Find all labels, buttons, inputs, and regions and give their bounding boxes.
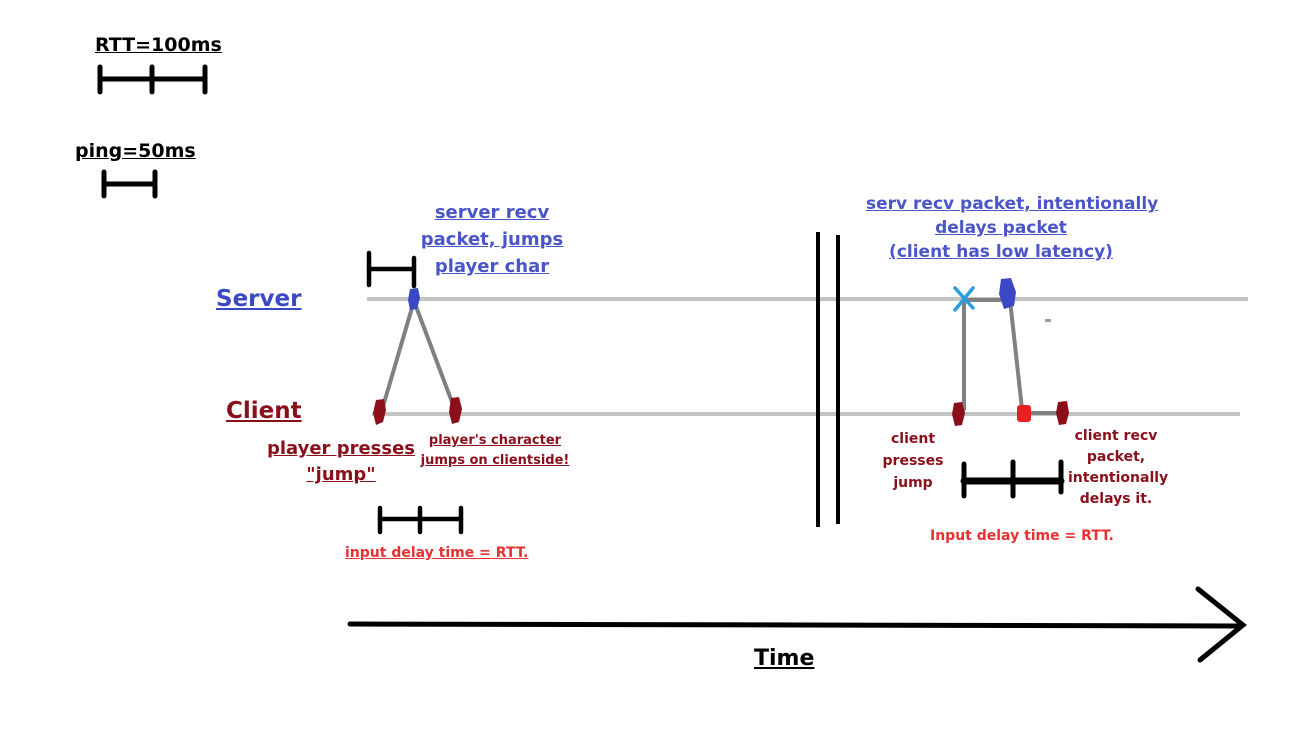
- server-delay-start-marker: [953, 286, 975, 312]
- time-axis-arrow: [347, 586, 1247, 663]
- server-recv-note: server recv packet, jumps player char: [408, 199, 576, 280]
- client-recv-note-line: client recv: [1074, 428, 1158, 444]
- right-server-recv-note-line: serv recv packet, intentionally: [866, 194, 1159, 214]
- right-client-press-note-line: client: [890, 431, 936, 447]
- server-recv-note-line: player char: [434, 256, 550, 277]
- server-recv-note-line: server recv: [434, 202, 550, 223]
- server-recv-note-line: packet, jumps: [420, 229, 564, 250]
- rtt-legend-label: RTT=100ms: [95, 34, 222, 56]
- left-packet-lines: [380, 299, 457, 412]
- player-press-note-line: "jump": [306, 464, 376, 485]
- right-client-press-note-line: jump: [893, 475, 933, 491]
- right-server-recv-marker: [999, 278, 1016, 309]
- client-jump-note: player's character jumps on clientside!: [412, 431, 578, 471]
- right-input-delay-bar: [960, 459, 1065, 499]
- right-delay-caption: Input delay time = RTT.: [930, 528, 1114, 544]
- player-press-note: player presses "jump": [262, 436, 420, 488]
- right-server-recv-note-line: (client has low latency): [889, 242, 1113, 262]
- time-break-marker: [816, 232, 840, 527]
- client-jump-note-line: player's character: [428, 433, 562, 448]
- right-client-press-note-line: presses: [882, 453, 944, 469]
- right-packet-lines: [962, 298, 1064, 415]
- ping-legend-label: ping=50ms: [75, 140, 196, 162]
- right-client-press-note: client presses jump: [880, 428, 946, 494]
- server-recv-marker: [408, 288, 420, 310]
- player-press-note-line: player presses: [266, 438, 416, 459]
- client-recv-note-line: intentionally: [1068, 470, 1169, 486]
- client-recv-note-line: delays it.: [1079, 491, 1153, 507]
- left-delay-caption: input delay time = RTT.: [345, 545, 529, 561]
- client-jump-note-line: jumps on clientside!: [420, 453, 570, 468]
- client-delayed-jump-marker: [1056, 401, 1069, 425]
- server-lane-label: Server: [216, 286, 302, 312]
- small-gray-artifact: [1045, 319, 1051, 322]
- left-input-delay-bar: [377, 505, 464, 535]
- client-recv-note: client recv packet, intentionally delays…: [1068, 426, 1169, 510]
- right-client-press-marker: [952, 402, 965, 426]
- client-recv-marker: [1017, 405, 1031, 422]
- time-axis-label: Time: [754, 646, 815, 671]
- rtt-scale-bar: [97, 64, 208, 95]
- right-server-recv-note-line: delays packet: [935, 218, 1067, 238]
- left-ping-bar: [366, 250, 417, 289]
- client-recv-note-line: packet,: [1086, 449, 1146, 465]
- ping-scale-bar: [101, 169, 158, 199]
- client-press-marker: [373, 399, 386, 425]
- client-jump-marker: [449, 397, 462, 424]
- right-server-recv-note: serv recv packet, intentionally delays p…: [866, 192, 1159, 264]
- client-lane-label: Client: [226, 398, 302, 424]
